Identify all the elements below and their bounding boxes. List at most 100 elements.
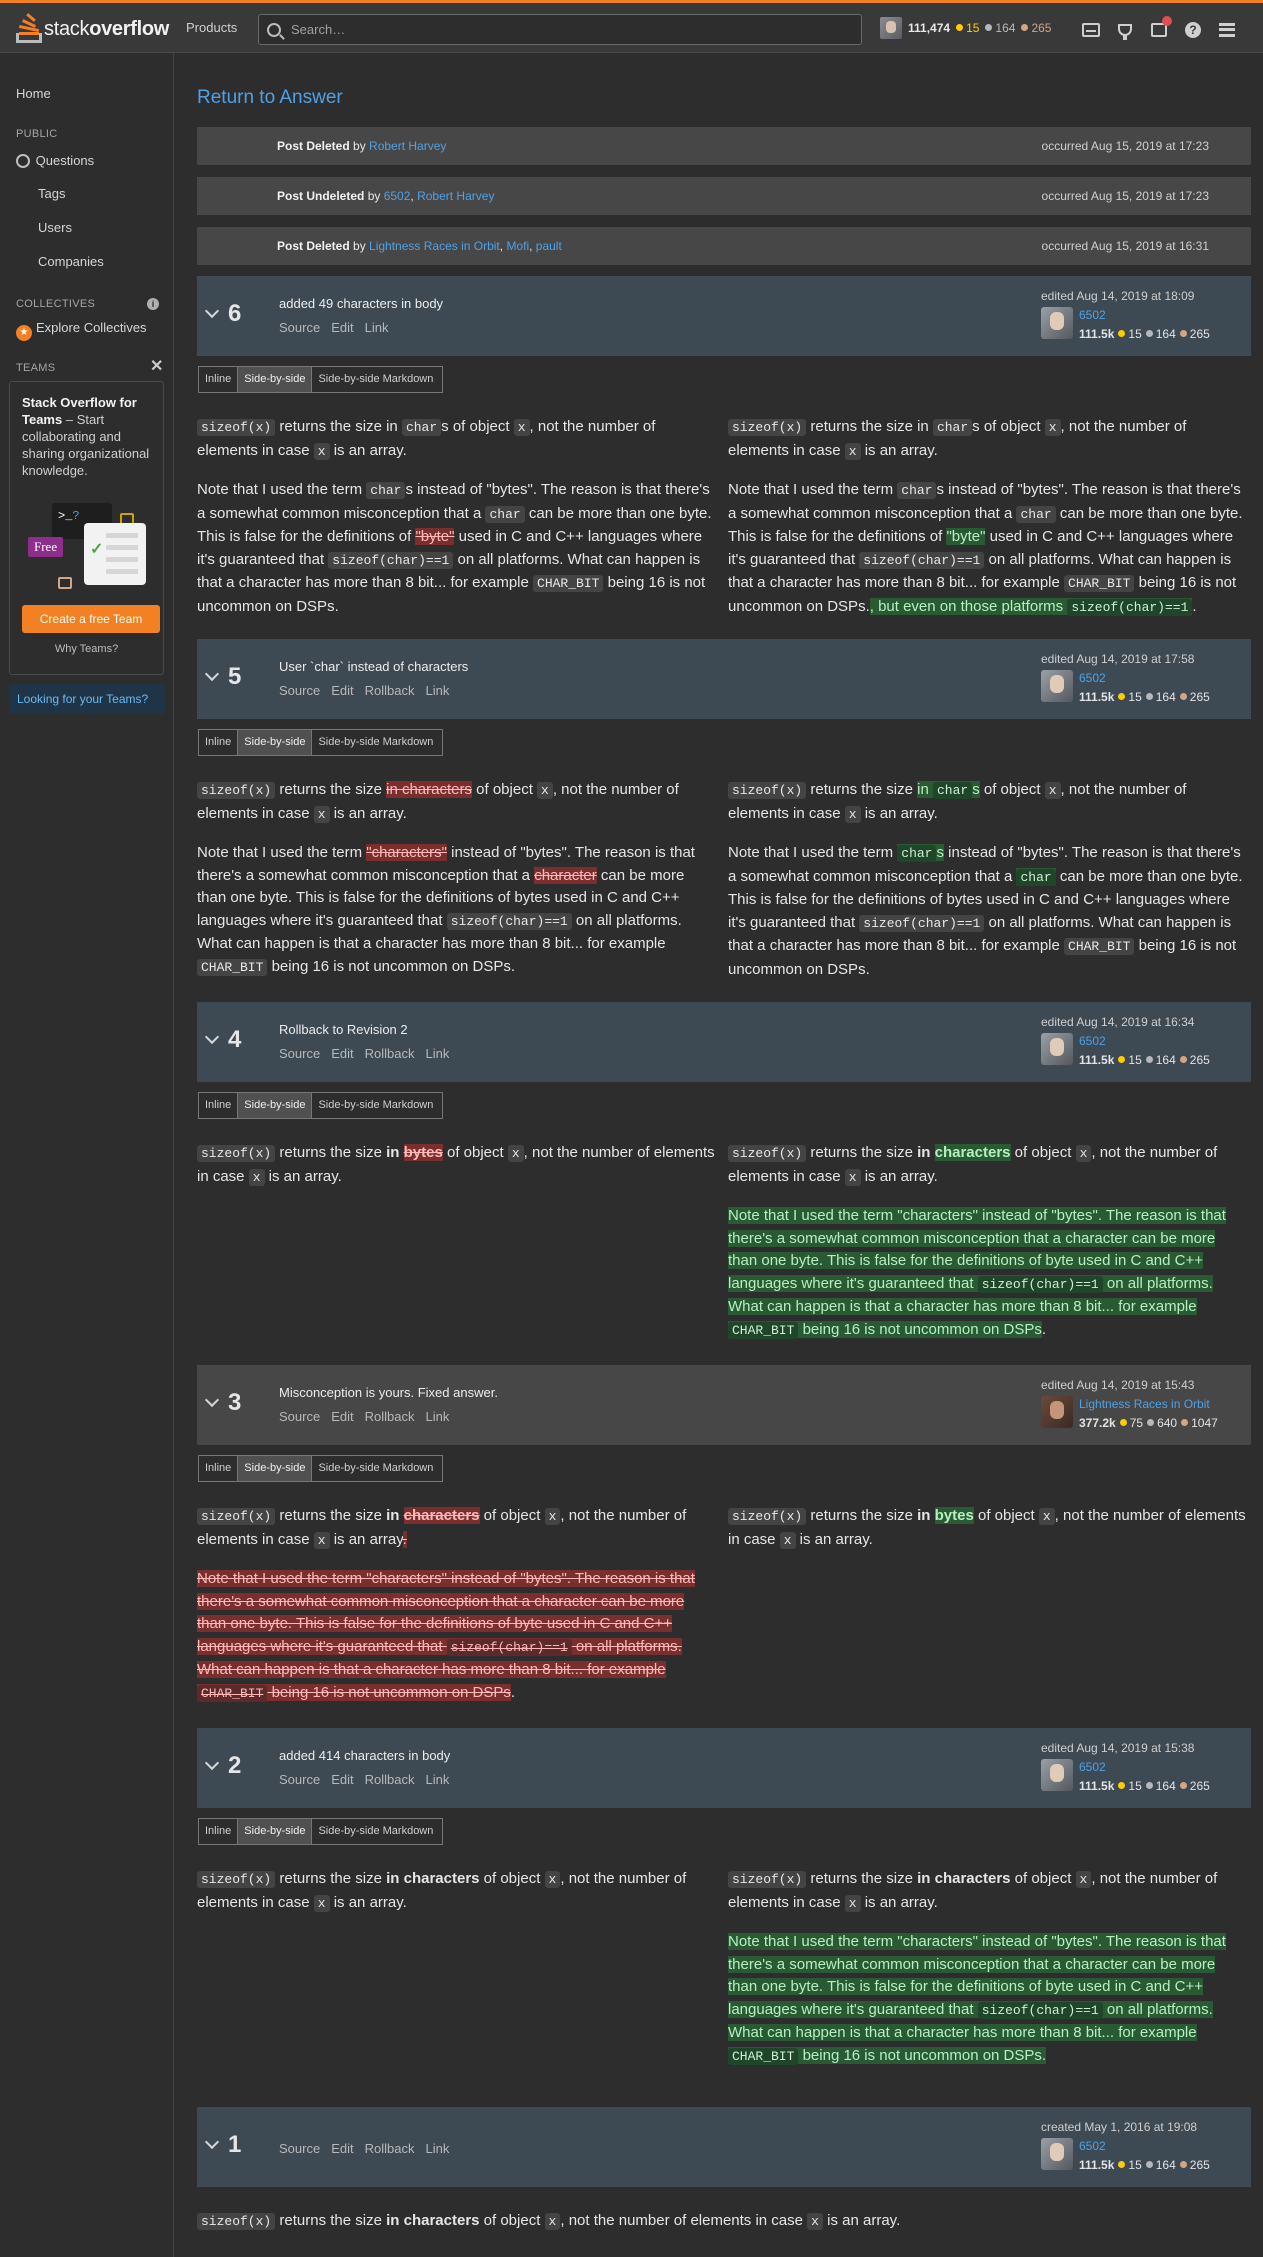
revision-header: 3 Misconception is yours. Fixed answer. …	[197, 1365, 1251, 1445]
revision-user-card: created May 1, 2016 at 19:08 6502 111.5k 1…	[1041, 2120, 1210, 2172]
revision-number: 6	[228, 300, 242, 327]
user-link[interactable]: 6502	[1079, 1034, 1106, 1048]
nav-home[interactable]: Home	[16, 86, 51, 101]
link-link[interactable]: Link	[425, 1409, 450, 1424]
return-to-answer-link[interactable]: Return to Answer	[197, 87, 343, 108]
why-teams-link[interactable]: Why Teams?	[54, 643, 119, 655]
link-link[interactable]: Link	[425, 683, 450, 698]
rollback-link[interactable]: Rollback	[364, 1046, 415, 1061]
chevron-down-icon[interactable]	[204, 1029, 220, 1045]
reputation: 111,474	[908, 21, 951, 35]
edit-link[interactable]: Edit	[331, 1772, 354, 1787]
tab-side-by-side-markdown[interactable]: Side-by-side Markdown	[318, 373, 434, 385]
avatar[interactable]	[1041, 2138, 1073, 2170]
tab-side-by-side-markdown[interactable]: Side-by-side Markdown	[318, 1462, 434, 1474]
chevron-down-icon[interactable]	[204, 1392, 220, 1408]
avatar[interactable]	[1041, 307, 1073, 339]
tab-side-by-side[interactable]: Side-by-side	[238, 1456, 313, 1481]
avatar[interactable]	[1041, 1033, 1073, 1065]
diff-view-tabs: Inline Side-by-side Side-by-side Markdow…	[198, 1818, 443, 1845]
tab-side-by-side[interactable]: Side-by-side	[238, 730, 313, 755]
user-link[interactable]: Lightness Races in Orbit	[1079, 1397, 1210, 1411]
nav-questions[interactable]: Questions	[16, 153, 94, 168]
user-profile-link[interactable]: 111,474 15 164 265	[880, 17, 1051, 39]
link-link[interactable]: Link	[425, 2141, 450, 2156]
info-icon[interactable]: i	[147, 298, 159, 310]
avatar[interactable]	[1041, 1759, 1073, 1791]
edit-link[interactable]: Edit	[331, 1409, 354, 1424]
rollback-link[interactable]: Rollback	[364, 683, 415, 698]
rollback-link[interactable]: Rollback	[364, 2141, 415, 2156]
teams-promo: Stack Overflow for Teams – Start collabo…	[9, 381, 164, 675]
source-link[interactable]: Source	[279, 1772, 321, 1787]
tab-side-by-side[interactable]: Side-by-side	[238, 1093, 313, 1118]
search-input[interactable]	[291, 22, 831, 37]
user-link[interactable]: Robert Harvey	[369, 139, 447, 153]
diff-right: sizeof(x) returns the size in characters…	[728, 1870, 1226, 2065]
tab-inline[interactable]: Inline	[199, 1093, 239, 1118]
tab-inline[interactable]: Inline	[199, 730, 239, 755]
tab-inline[interactable]: Inline	[199, 367, 239, 392]
rollback-link[interactable]: Rollback	[364, 1772, 415, 1787]
nav-users[interactable]: Users	[38, 220, 72, 235]
user-link[interactable]: 6502	[1079, 2139, 1106, 2153]
search-box[interactable]	[258, 14, 862, 45]
edit-link[interactable]: Edit	[331, 320, 354, 335]
source-link[interactable]: Source	[279, 2141, 321, 2156]
rollback-link[interactable]: Rollback	[364, 1409, 415, 1424]
help-icon: ?	[1185, 22, 1201, 38]
tab-inline[interactable]: Inline	[199, 1456, 239, 1481]
source-link[interactable]: Source	[279, 1409, 321, 1424]
tab-side-by-side[interactable]: Side-by-side	[238, 1819, 313, 1844]
review-queues-button[interactable]	[1142, 16, 1176, 43]
nav-companies[interactable]: Companies	[38, 254, 104, 269]
revision-header: 6 added 49 characters in body Source Edit…	[197, 276, 1251, 356]
user-link[interactable]: 6502	[1079, 308, 1106, 322]
link-link[interactable]: Link	[425, 1046, 450, 1061]
nav-explore-collectives[interactable]: ★ Explore Collectives	[16, 320, 147, 341]
edit-link[interactable]: Edit	[331, 683, 354, 698]
achievements-button[interactable]	[1108, 17, 1142, 43]
diff-right: sizeof(x) returns the size in characters…	[728, 1144, 1226, 1339]
products-menu[interactable]: Products	[186, 20, 238, 35]
user-link[interactable]: Robert Harvey	[417, 189, 495, 203]
link-link[interactable]: Link	[425, 1772, 450, 1787]
source-link[interactable]: Source	[279, 320, 321, 335]
avatar[interactable]	[1041, 1396, 1073, 1428]
bronze-badges: 265	[1021, 21, 1051, 35]
create-free-team-button[interactable]: Create a free Team	[22, 605, 160, 633]
looking-for-teams-button[interactable]: Looking for your Teams?	[9, 684, 165, 714]
site-switcher-button[interactable]	[1210, 17, 1244, 43]
user-link[interactable]: pault	[535, 239, 562, 253]
revision-user-card: edited Aug 14, 2019 at 15:38 6502 111.5k 1…	[1041, 1741, 1210, 1793]
user-link[interactable]: 6502	[1079, 1760, 1106, 1774]
tab-side-by-side-markdown[interactable]: Side-by-side Markdown	[318, 1825, 434, 1837]
search-icon	[267, 22, 281, 37]
logo-icon	[16, 13, 42, 44]
tab-side-by-side[interactable]: Side-by-side	[238, 367, 313, 392]
nav-tags[interactable]: Tags	[38, 186, 66, 201]
help-button[interactable]: ?	[1176, 17, 1210, 43]
source-link[interactable]: Source	[279, 683, 321, 698]
chevron-down-icon[interactable]	[204, 666, 220, 682]
user-link[interactable]: 6502	[383, 189, 411, 203]
user-link[interactable]: Lightness Races in Orbit	[369, 239, 500, 253]
chevron-down-icon[interactable]	[204, 303, 220, 319]
source-link[interactable]: Source	[279, 1046, 321, 1061]
user-link[interactable]: Mofi	[506, 239, 530, 253]
stack-overflow-logo[interactable]: stackoverflow	[16, 13, 169, 44]
close-icon[interactable]: ✕	[150, 358, 164, 375]
avatar	[880, 17, 902, 39]
inbox-button[interactable]	[1074, 17, 1108, 43]
link-link[interactable]: Link	[364, 320, 389, 335]
user-link[interactable]: 6502	[1079, 671, 1106, 685]
chevron-down-icon[interactable]	[204, 1755, 220, 1771]
tab-side-by-side-markdown[interactable]: Side-by-side Markdown	[318, 1099, 434, 1111]
revision-user-card: edited Aug 14, 2019 at 18:09 6502 111.5k 1…	[1041, 289, 1210, 341]
chevron-down-icon[interactable]	[204, 2134, 220, 2150]
tab-inline[interactable]: Inline	[199, 1819, 239, 1844]
edit-link[interactable]: Edit	[331, 2141, 354, 2156]
avatar[interactable]	[1041, 670, 1073, 702]
tab-side-by-side-markdown[interactable]: Side-by-side Markdown	[318, 736, 434, 748]
edit-link[interactable]: Edit	[331, 1046, 354, 1061]
